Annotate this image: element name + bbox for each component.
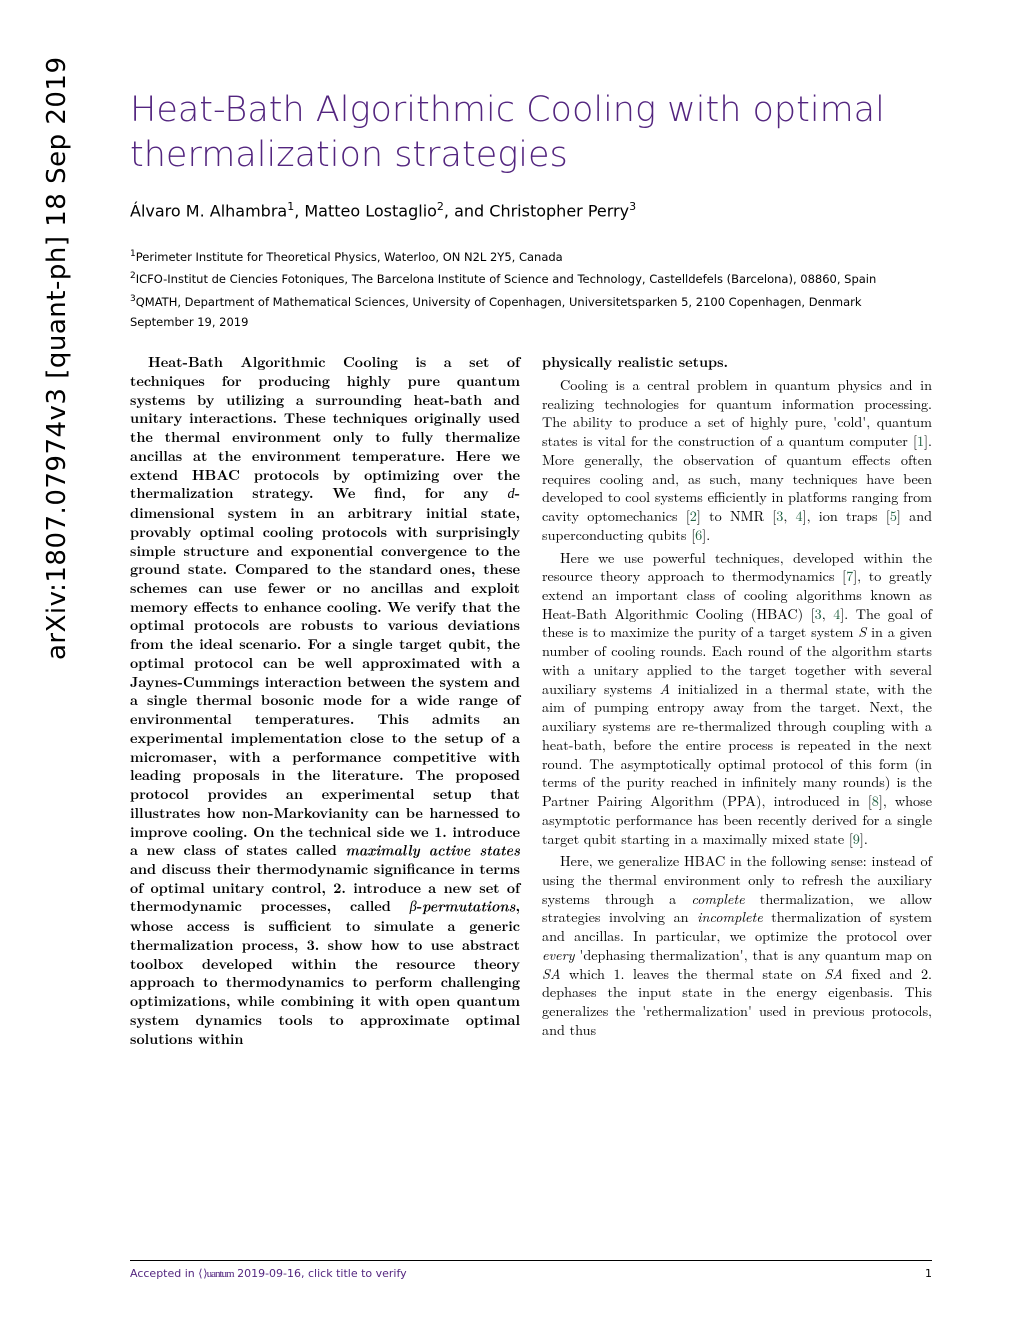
footer-accepted[interactable]: Accepted in ⟨ ⟩uantum 2019-09-16, click …: [130, 1267, 407, 1280]
paper-title: Heat-Bath Algorithmic Cooling with optim…: [130, 88, 932, 178]
body-para-1: Cooling is a central problem in quantum …: [542, 376, 932, 545]
body-para-2: Here we use powerful techniques, develop…: [542, 549, 932, 849]
page-footer: Accepted in ⟨ ⟩uantum 2019-09-16, click …: [130, 1260, 932, 1280]
affiliations: 1Perimeter Institute for Theoretical Phy…: [130, 246, 932, 313]
author-list: Álvaro M. Alhambra1, Matteo Lostaglio2, …: [130, 200, 932, 220]
page-number: 1: [925, 1267, 932, 1280]
arxiv-identifier: arXiv:1807.07974v3 [quant-ph] 18 Sep 201…: [42, 56, 72, 660]
affiliation-3: 3QMATH, Department of Mathematical Scien…: [130, 291, 932, 313]
affiliation-1: 1Perimeter Institute for Theoretical Phy…: [130, 246, 932, 268]
body-para-0: physically realistic setups.: [542, 353, 932, 372]
abstract: Heat-Bath Algorithmic Cooling is a set o…: [130, 353, 520, 1048]
footer-rule: [130, 1260, 932, 1261]
body-para-3: Here, we generalize HBAC in the followin…: [542, 852, 932, 1039]
affiliation-2: 2ICFO-Institut de Ciencies Fotoniques, T…: [130, 268, 932, 290]
publication-date: September 19, 2019: [130, 315, 932, 329]
two-column-body: Heat-Bath Algorithmic Cooling is a set o…: [130, 353, 932, 1048]
journal-logo: ⟨ ⟩uantum: [198, 1268, 233, 1280]
